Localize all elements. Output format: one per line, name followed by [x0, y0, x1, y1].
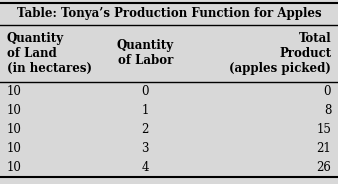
Text: 0: 0: [142, 85, 149, 98]
Text: 0: 0: [324, 85, 331, 98]
Text: 10: 10: [7, 85, 22, 98]
Text: 1: 1: [142, 104, 149, 117]
Text: Total: Total: [298, 32, 331, 45]
Text: 10: 10: [7, 161, 22, 174]
Text: of Land: of Land: [7, 47, 56, 60]
Text: 26: 26: [316, 161, 331, 174]
Text: Table: Tonya’s Production Function for Apples: Table: Tonya’s Production Function for A…: [17, 7, 321, 20]
Text: 21: 21: [316, 142, 331, 155]
Text: 2: 2: [142, 123, 149, 136]
Text: 10: 10: [7, 142, 22, 155]
Text: of Labor: of Labor: [118, 54, 173, 67]
Text: 10: 10: [7, 104, 22, 117]
Text: Quantity: Quantity: [117, 40, 174, 52]
Text: (apples picked): (apples picked): [230, 62, 331, 75]
Text: 8: 8: [324, 104, 331, 117]
Text: Quantity: Quantity: [7, 32, 64, 45]
Text: 15: 15: [316, 123, 331, 136]
Text: 3: 3: [142, 142, 149, 155]
Text: Product: Product: [279, 47, 331, 60]
Text: (in hectares): (in hectares): [7, 62, 92, 75]
Text: 4: 4: [142, 161, 149, 174]
Text: 10: 10: [7, 123, 22, 136]
